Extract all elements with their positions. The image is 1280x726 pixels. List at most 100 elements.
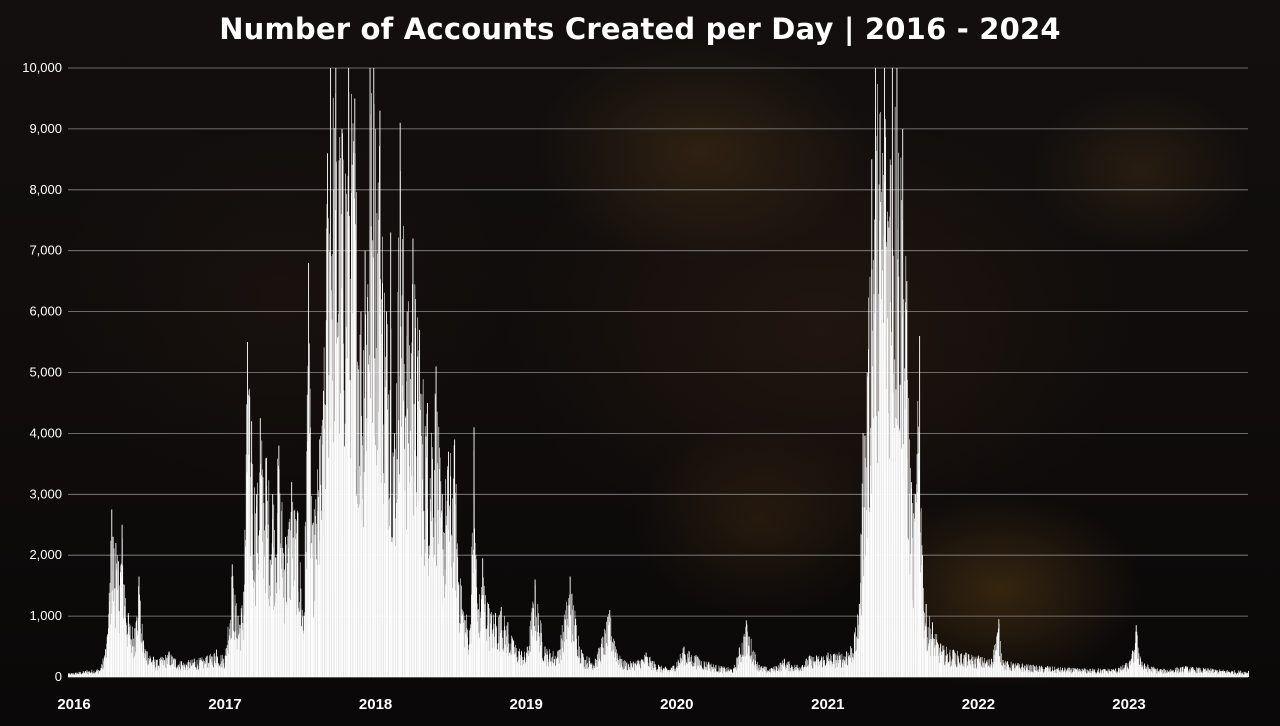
bar xyxy=(535,630,537,677)
bar xyxy=(396,502,398,677)
bar xyxy=(635,661,637,677)
bar xyxy=(1043,672,1044,677)
bar xyxy=(1066,668,1068,677)
bar xyxy=(162,660,163,677)
bar xyxy=(933,638,934,677)
bar xyxy=(340,214,342,677)
bar xyxy=(729,670,730,677)
bar xyxy=(766,671,768,677)
bar xyxy=(71,673,72,677)
bar xyxy=(976,659,978,677)
bar xyxy=(102,664,103,677)
bar xyxy=(837,666,838,677)
bar xyxy=(825,664,826,677)
bar xyxy=(763,666,765,677)
bar xyxy=(830,660,831,677)
bar xyxy=(585,664,587,677)
bar xyxy=(1084,672,1085,677)
bar xyxy=(1226,670,1227,677)
bar xyxy=(1056,668,1057,677)
bar xyxy=(245,454,247,677)
bar xyxy=(309,343,310,677)
bar xyxy=(451,536,453,677)
bar xyxy=(520,657,522,677)
bar xyxy=(1245,671,1246,677)
bar-peak xyxy=(243,591,245,677)
bar xyxy=(825,663,827,677)
bar xyxy=(1038,666,1040,677)
bar xyxy=(1240,670,1242,677)
bar xyxy=(304,612,306,677)
bar xyxy=(943,649,945,677)
bar xyxy=(674,668,675,677)
bar xyxy=(634,663,635,677)
bar xyxy=(578,635,579,677)
bar xyxy=(597,651,599,677)
bar xyxy=(402,385,404,677)
bar xyxy=(460,578,461,677)
bar xyxy=(1143,669,1145,677)
bar xyxy=(410,379,411,677)
bar-peak xyxy=(482,558,484,677)
bar xyxy=(904,408,906,677)
bar xyxy=(649,656,651,677)
bar xyxy=(1019,667,1021,677)
bar xyxy=(397,499,398,677)
bar xyxy=(424,539,425,677)
bar xyxy=(937,644,939,677)
bar xyxy=(337,322,339,677)
bar xyxy=(978,659,980,677)
bar xyxy=(764,671,766,677)
bar xyxy=(1209,671,1211,677)
bar xyxy=(1162,669,1163,677)
bar xyxy=(658,667,660,677)
bar xyxy=(624,668,626,677)
bar xyxy=(631,662,633,677)
bar xyxy=(704,662,705,677)
bar xyxy=(632,667,633,677)
bar xyxy=(266,538,268,677)
bar-peak xyxy=(117,561,119,677)
bar xyxy=(1226,672,1228,677)
bar xyxy=(301,626,303,677)
bar xyxy=(1127,667,1129,677)
bar xyxy=(92,673,94,677)
bar xyxy=(962,666,964,677)
bar-peak xyxy=(1002,659,1004,677)
bar xyxy=(116,568,118,677)
bar xyxy=(540,623,542,677)
bar xyxy=(881,249,883,677)
bar-peak xyxy=(796,664,798,677)
bar xyxy=(1074,671,1075,677)
bar xyxy=(248,390,250,677)
bar xyxy=(77,674,79,677)
bar xyxy=(693,662,695,677)
bar xyxy=(1203,669,1205,677)
bar xyxy=(735,670,737,677)
bar xyxy=(654,663,655,677)
bar xyxy=(786,665,788,677)
bar xyxy=(1065,673,1067,677)
bar xyxy=(885,119,886,677)
bar xyxy=(948,661,950,677)
bar xyxy=(842,659,844,677)
bar xyxy=(957,655,959,677)
bar xyxy=(997,632,998,677)
bar xyxy=(1234,673,1235,677)
bar xyxy=(329,233,331,677)
bar xyxy=(449,505,450,677)
bar xyxy=(663,668,664,677)
bar xyxy=(700,665,702,677)
bar-peak xyxy=(206,656,208,677)
bar xyxy=(589,658,590,677)
bar xyxy=(446,500,448,677)
bar xyxy=(937,642,938,677)
bar xyxy=(702,669,703,677)
bar xyxy=(160,660,162,677)
bar xyxy=(1019,667,1021,677)
bar xyxy=(738,647,740,677)
bar xyxy=(618,663,620,677)
bar xyxy=(879,220,880,677)
bar xyxy=(947,653,948,677)
bar xyxy=(832,661,834,677)
